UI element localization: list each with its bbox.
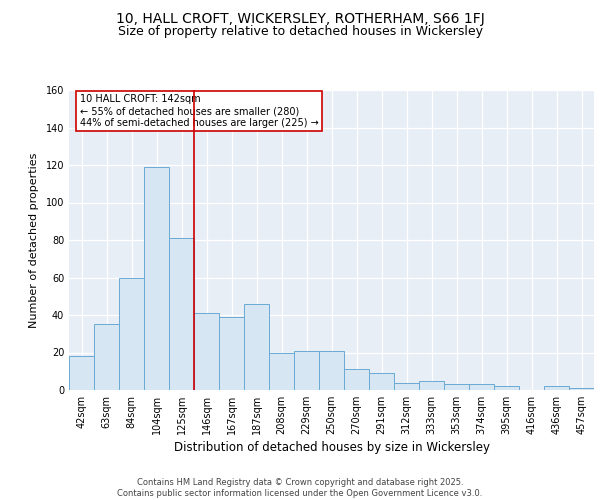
Text: 10 HALL CROFT: 142sqm
← 55% of detached houses are smaller (280)
44% of semi-det: 10 HALL CROFT: 142sqm ← 55% of detached … bbox=[79, 94, 318, 128]
Bar bbox=[319, 350, 344, 390]
Bar bbox=[244, 304, 269, 390]
Bar bbox=[544, 386, 569, 390]
Bar bbox=[169, 238, 194, 390]
Bar bbox=[569, 388, 593, 390]
Text: Contains HM Land Registry data © Crown copyright and database right 2025.
Contai: Contains HM Land Registry data © Crown c… bbox=[118, 478, 482, 498]
Bar bbox=[145, 167, 169, 390]
Bar bbox=[419, 380, 443, 390]
Bar bbox=[70, 356, 94, 390]
Bar bbox=[220, 317, 244, 390]
Bar bbox=[370, 373, 394, 390]
Bar bbox=[269, 352, 293, 390]
Bar bbox=[194, 313, 218, 390]
Bar bbox=[94, 324, 119, 390]
Bar bbox=[469, 384, 494, 390]
Bar bbox=[394, 382, 419, 390]
Text: 10, HALL CROFT, WICKERSLEY, ROTHERHAM, S66 1FJ: 10, HALL CROFT, WICKERSLEY, ROTHERHAM, S… bbox=[116, 12, 484, 26]
Y-axis label: Number of detached properties: Number of detached properties bbox=[29, 152, 38, 328]
Bar bbox=[344, 370, 368, 390]
Bar bbox=[295, 350, 319, 390]
Bar bbox=[445, 384, 469, 390]
Bar bbox=[494, 386, 518, 390]
X-axis label: Distribution of detached houses by size in Wickersley: Distribution of detached houses by size … bbox=[173, 441, 490, 454]
Bar bbox=[119, 278, 143, 390]
Text: Size of property relative to detached houses in Wickersley: Size of property relative to detached ho… bbox=[118, 25, 482, 38]
